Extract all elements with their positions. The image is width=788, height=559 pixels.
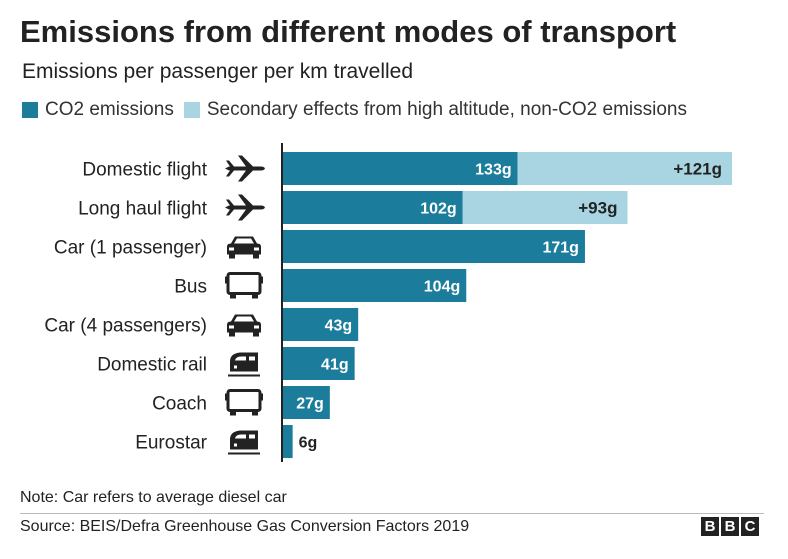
category-label: Domestic flight [82, 160, 207, 181]
category-label: Bus [174, 277, 207, 298]
train-icon [228, 352, 260, 377]
bar-co2 [282, 386, 330, 419]
footer-divider [20, 513, 764, 514]
bar-secondary [462, 191, 628, 224]
chart-title: Emissions from different modes of transp… [20, 14, 677, 49]
bar-co2 [282, 191, 463, 224]
category-label: Long haul flight [78, 199, 208, 220]
bar-secondary [517, 152, 732, 185]
car-icon [227, 236, 261, 259]
legend-swatch-secondary [183, 102, 200, 118]
data-label-co2: 133g [475, 162, 511, 179]
data-label-co2: 41g [321, 357, 349, 374]
plane-icon [225, 194, 265, 221]
data-label-co2: 171g [542, 240, 578, 257]
chart-source: Source: BEIS/Defra Greenhouse Gas Conver… [20, 518, 470, 535]
legend: CO2 emissions Secondary effects from hig… [22, 99, 697, 121]
chart-note: Note: Car refers to average diesel car [20, 489, 287, 506]
plane-icon [225, 155, 265, 182]
category-label: Car (4 passengers) [44, 316, 207, 337]
category-label: Domestic rail [97, 355, 207, 376]
bbc-logo-letter: C [741, 517, 759, 536]
bar-co2 [282, 308, 359, 341]
data-label-co2: 102g [420, 201, 456, 218]
category-label: Eurostar [135, 433, 207, 454]
bar-co2 [282, 230, 585, 263]
car-icon [227, 314, 261, 337]
bbc-logo-letter: B [701, 517, 719, 536]
bbc-logo: B B C [699, 517, 759, 536]
train-icon [228, 430, 260, 455]
bar-co2 [282, 425, 293, 458]
bar-chart: Domestic flight +121g 133g Long haul flight… [44, 143, 732, 462]
legend-item-co2: CO2 emissions [22, 99, 174, 121]
data-label-secondary: +93g [578, 199, 617, 218]
bbc-logo-letter: B [721, 517, 739, 536]
data-label-co2: 6g [299, 435, 318, 452]
legend-item-secondary: Secondary effects from high altitude, no… [183, 99, 687, 121]
bus-icon [225, 272, 263, 299]
chart-subtitle: Emissions per passenger per km travelled [22, 60, 414, 83]
legend-swatch-co2 [22, 102, 38, 118]
category-label: Car (1 passenger) [54, 238, 207, 259]
category-label: Coach [152, 394, 207, 415]
legend-label-co2: CO2 emissions [45, 99, 174, 120]
data-label-co2: 104g [424, 279, 460, 296]
bar-co2 [282, 269, 467, 302]
legend-label-secondary: Secondary effects from high altitude, no… [206, 99, 687, 120]
data-label-secondary: +121g [673, 160, 722, 179]
data-label-co2: 27g [296, 396, 324, 413]
bar-co2 [282, 152, 518, 185]
bus-icon [225, 389, 263, 416]
data-label-co2: 43g [325, 318, 353, 335]
bar-co2 [282, 347, 355, 380]
